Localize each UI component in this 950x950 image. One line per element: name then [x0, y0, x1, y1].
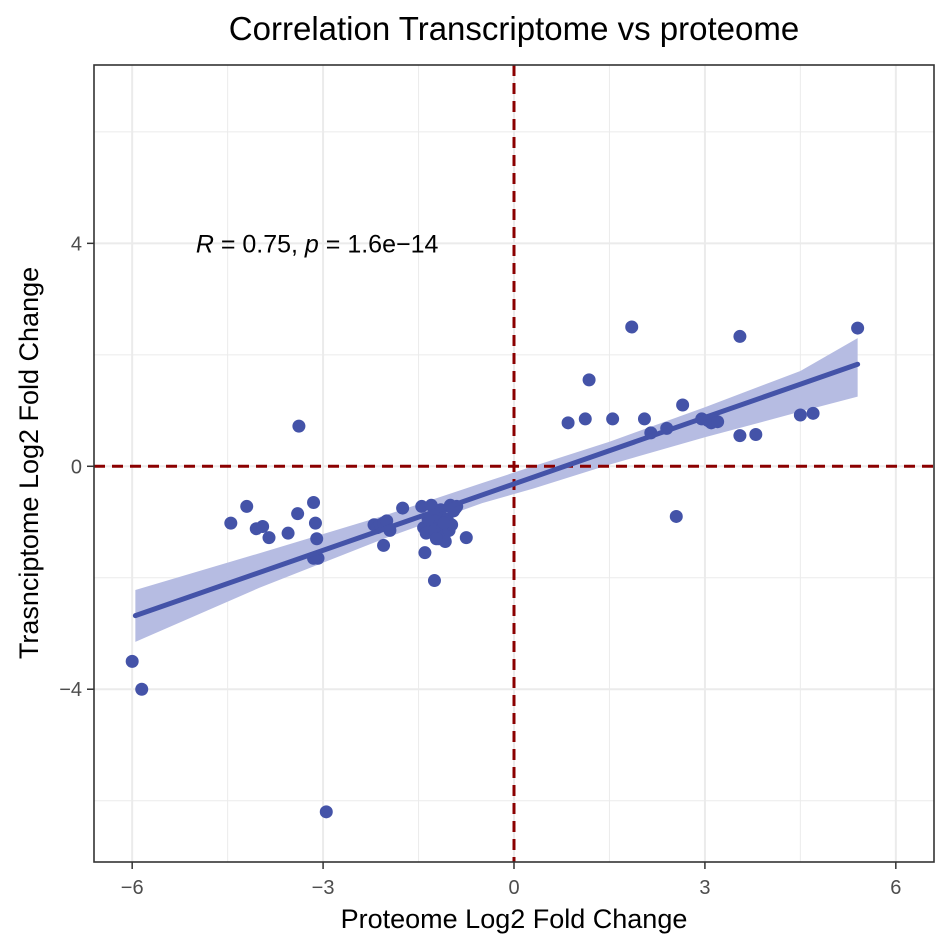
data-point — [224, 516, 238, 530]
data-point — [240, 499, 254, 513]
data-point — [459, 531, 473, 545]
regression-line — [132, 361, 861, 619]
data-point — [749, 428, 763, 442]
chart-title: Correlation Transcriptome vs proteome — [229, 10, 799, 47]
data-point — [308, 516, 322, 530]
p-value: = 1.6e−14 — [319, 230, 439, 258]
data-point — [415, 499, 429, 513]
data-point — [135, 682, 149, 696]
data-point — [256, 519, 270, 533]
data-point — [319, 805, 333, 819]
data-point — [733, 329, 747, 343]
x-tick-label: −6 — [121, 877, 144, 899]
x-tick-label: 3 — [699, 877, 710, 899]
data-point — [427, 574, 441, 588]
y-axis-title: Trasnciptome Log2 Fold Change — [14, 267, 44, 659]
reference-lines — [94, 65, 934, 862]
y-tick-label: −4 — [59, 679, 82, 701]
x-tick-label: −3 — [312, 877, 335, 899]
x-axis: −6 −3 0 3 6 — [121, 862, 901, 899]
data-point — [377, 538, 391, 552]
y-tick-label: 0 — [71, 456, 82, 478]
y-tick-label: 4 — [71, 233, 82, 255]
data-point — [418, 546, 432, 560]
data-point — [733, 429, 747, 443]
data-point — [625, 320, 639, 334]
plot-panel: R = 0.75, p = 1.6e−14 — [93, 64, 935, 863]
data-point — [396, 501, 410, 515]
data-point — [806, 406, 820, 420]
data-point — [437, 516, 451, 530]
data-point — [676, 398, 690, 412]
data-point — [292, 419, 306, 433]
data-point — [310, 532, 324, 546]
data-point — [291, 507, 305, 521]
data-point — [578, 412, 592, 426]
data-point — [711, 415, 725, 429]
data-point — [561, 416, 575, 430]
data-point — [307, 496, 321, 510]
data-point — [637, 412, 651, 426]
r-value: = 0.75, — [214, 230, 305, 258]
data-point — [262, 531, 276, 545]
correlation-annotation: R = 0.75, p = 1.6e−14 — [196, 230, 439, 258]
data-point — [281, 526, 295, 540]
data-point — [582, 373, 596, 387]
x-tick-label: 0 — [508, 877, 519, 899]
r-symbol: R — [196, 230, 214, 258]
data-point — [429, 532, 443, 546]
p-symbol: p — [304, 230, 319, 258]
data-point — [851, 321, 865, 335]
data-point — [669, 509, 683, 523]
data-point — [793, 408, 807, 422]
y-axis: −4 0 4 — [59, 233, 94, 701]
data-point — [606, 412, 620, 426]
data-point — [125, 654, 139, 668]
x-tick-label: 6 — [890, 877, 901, 899]
x-axis-title: Proteome Log2 Fold Change — [341, 904, 688, 934]
